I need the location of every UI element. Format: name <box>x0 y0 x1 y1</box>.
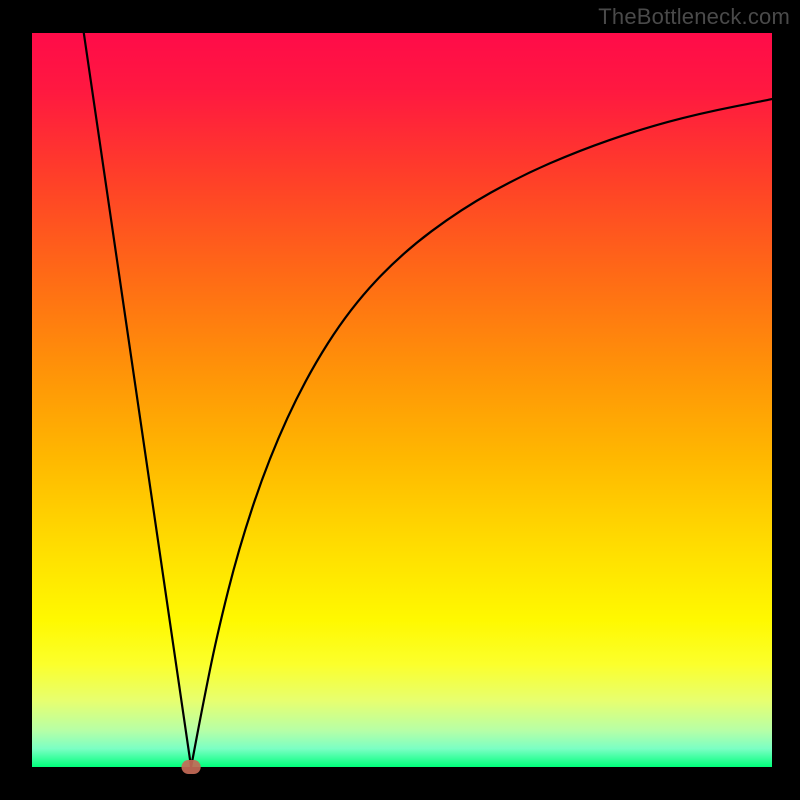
bottleneck-chart <box>0 0 800 800</box>
optimum-marker <box>181 760 200 774</box>
plot-background <box>32 33 772 767</box>
